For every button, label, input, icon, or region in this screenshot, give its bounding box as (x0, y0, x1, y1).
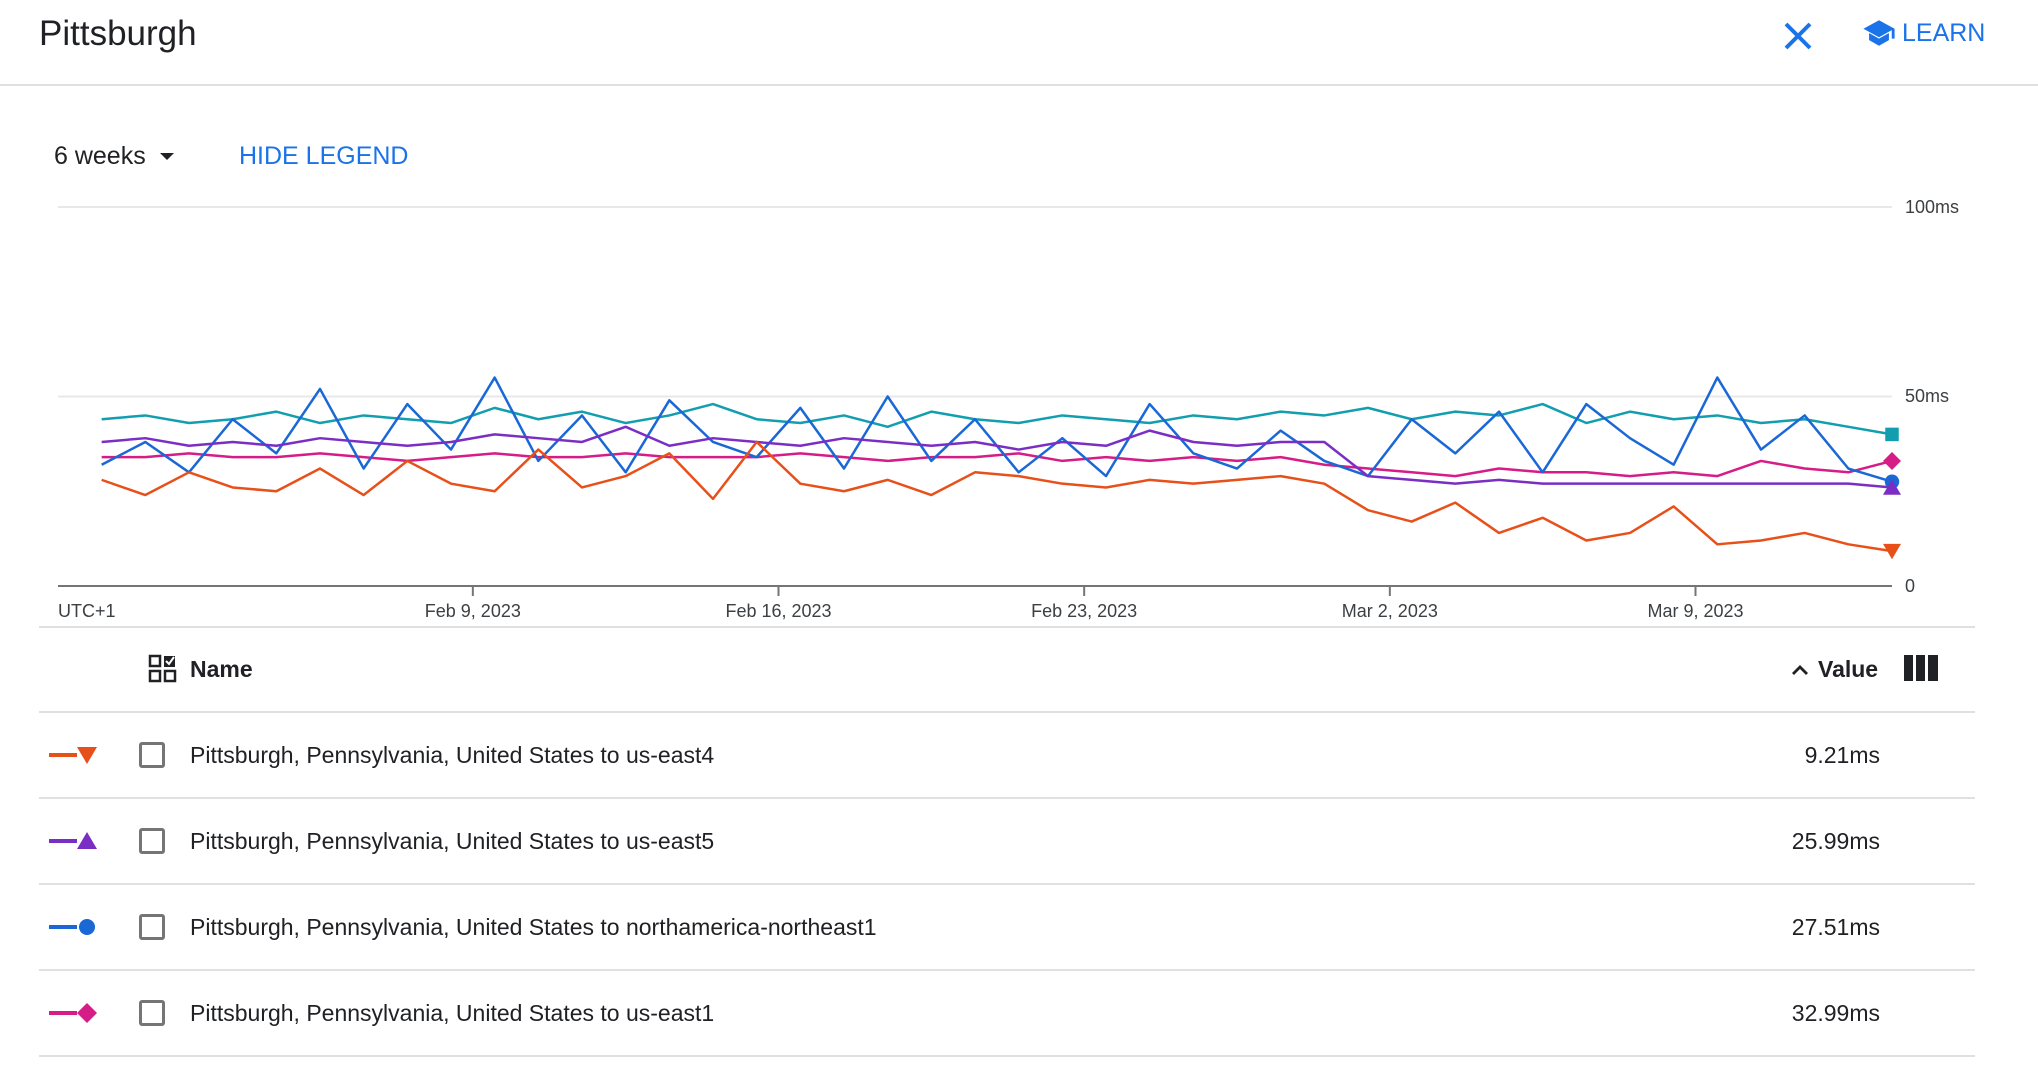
x-tick-label: Mar 2, 2023 (1342, 601, 1438, 621)
row-checkbox[interactable] (139, 828, 165, 854)
series-end-marker-diamond (1883, 451, 1901, 470)
series-value: 27.51ms (1791, 914, 1880, 940)
table-row[interactable]: Pittsburgh, Pennsylvania, United States … (39, 885, 1975, 971)
y-tick-label: 0 (1905, 576, 1915, 596)
series-line (101, 440, 1893, 553)
value-column-header[interactable]: Value (1790, 656, 1878, 683)
view-column-icon (1904, 655, 1938, 681)
series-value: 25.99ms (1791, 828, 1880, 854)
y-tick-label: 100ms (1905, 197, 1959, 217)
table-row[interactable]: Pittsburgh, Pennsylvania, United States … (39, 971, 1975, 1057)
series-line (101, 376, 1893, 483)
table-header-divider (39, 711, 1975, 713)
row-checkbox[interactable] (139, 1000, 165, 1026)
value-header-label: Value (1818, 656, 1879, 682)
column-picker-button[interactable] (1904, 655, 1938, 686)
close-icon (1784, 22, 1812, 50)
time-range-value: 6 weeks (54, 142, 146, 170)
series-line (101, 425, 1893, 489)
series-name: Pittsburgh, Pennsylvania, United States … (190, 828, 715, 854)
series-value: 32.99ms (1791, 1000, 1880, 1026)
page-title: Pittsburgh (39, 14, 197, 53)
series-line (101, 452, 1893, 478)
row-checkbox[interactable] (139, 914, 165, 940)
learn-label: LEARN (1902, 18, 1986, 47)
row-checkbox[interactable] (139, 742, 165, 768)
x-tick-label: Feb 23, 2023 (1031, 601, 1137, 621)
series-line (101, 402, 1893, 436)
table-row[interactable]: Pittsburgh, Pennsylvania, United States … (39, 799, 1975, 885)
school-icon (1863, 20, 1895, 46)
time-range-dropdown[interactable]: 6 weeks (54, 142, 174, 171)
table-row[interactable]: Pittsburgh, Pennsylvania, United States … (39, 713, 1975, 799)
header-divider (0, 84, 2038, 86)
hide-legend-button[interactable]: HIDE LEGEND (239, 142, 409, 170)
dropdown-caret-icon (159, 153, 174, 160)
latency-chart: UTC+1 Feb 9, 2023 Feb 16, 2023 Feb 23, 2… (58, 197, 1959, 621)
series-name: Pittsburgh, Pennsylvania, United States … (190, 742, 715, 768)
series-name: Pittsburgh, Pennsylvania, United States … (190, 914, 877, 940)
series-marker-circle-icon (49, 919, 95, 935)
sort-ascending-icon (1792, 664, 1808, 675)
series-marker-triangle-down-icon (49, 747, 97, 764)
series-marker-diamond-icon (49, 1003, 97, 1023)
series-marker-triangle-up-icon (49, 832, 97, 849)
x-tick-label: Mar 9, 2023 (1647, 601, 1743, 621)
table-divider (39, 626, 1975, 628)
series-end-marker-triangle-down (1883, 543, 1901, 560)
timezone-label: UTC+1 (58, 601, 116, 621)
select-all-columns-button[interactable] (148, 654, 178, 689)
close-button[interactable] (1778, 16, 1818, 56)
x-tick-label: Feb 16, 2023 (725, 601, 831, 621)
checklist-grid-icon (148, 654, 177, 683)
x-tick-label: Feb 9, 2023 (425, 601, 521, 621)
series-value: 9.21ms (1804, 742, 1880, 768)
y-tick-label: 50ms (1905, 386, 1949, 406)
name-column-header[interactable]: Name (190, 656, 253, 682)
series-end-marker-square (1885, 427, 1899, 442)
learn-button[interactable]: LEARN (1862, 18, 1985, 48)
series-end-marker-triangle-up (1883, 479, 1901, 495)
series-name: Pittsburgh, Pennsylvania, United States … (190, 1000, 715, 1026)
